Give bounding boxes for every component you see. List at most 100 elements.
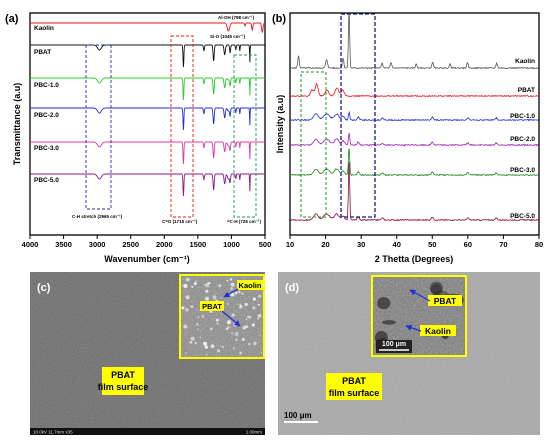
a-xtick-label: 3500	[55, 240, 72, 249]
b-xtick-label: 10	[286, 240, 294, 249]
kaolin-particle	[181, 284, 184, 286]
sem-d-arrow-kaolin	[405, 324, 422, 332]
a-label-pbc1: PBC-1.0	[34, 82, 59, 89]
kaolin-particle	[233, 347, 235, 350]
kaolin-particle	[229, 287, 233, 290]
kaolin-particle	[210, 327, 213, 331]
panel-b-series	[289, 11, 539, 222]
sem-c-arrow-kaolin	[223, 288, 239, 298]
panel-a-ticks: 4000 3500 3000 2500 2000 1500 1000 500	[22, 235, 271, 249]
kaolin-particle	[215, 318, 219, 322]
sem-c-footer-left: 10.0kV 11.7mm x35	[33, 430, 73, 435]
sem-d-main-scale: 100 μm	[284, 411, 312, 420]
panel-b-xlabel: 2 Thetta (Degrees)	[375, 254, 454, 264]
kaolin-particle	[205, 289, 209, 293]
kaolin-particle	[241, 292, 244, 295]
panel-a-label: (a)	[5, 13, 19, 25]
kaolin-particle	[185, 352, 187, 354]
ftir-trace-pbc30	[30, 141, 265, 165]
xrd-trace-kaolin	[289, 11, 539, 70]
ftir-trace-pbc50	[30, 173, 265, 197]
b-xtick-label: 80	[535, 240, 543, 249]
kaolin-particle	[193, 282, 197, 286]
ftir-trace-kaolin	[30, 22, 265, 34]
kaolin-particle	[185, 307, 189, 312]
kaolin-particle	[190, 305, 194, 308]
kaolin-particle	[241, 338, 245, 341]
annotation-ch-stretch: C-H stretch (2965 cm⁻¹)	[72, 214, 123, 219]
sem-d-arrow-pbat	[409, 289, 431, 302]
panel-a-ylabel: Transmittance (a.u)	[12, 83, 22, 166]
kaolin-particle	[244, 302, 248, 306]
kaolin-particle	[242, 278, 244, 280]
panel-a-series	[30, 22, 265, 197]
kaolin-particle	[226, 320, 231, 325]
kaolin-particle	[252, 306, 256, 310]
kaolin-particle	[203, 341, 207, 346]
b-xtick-label: 60	[464, 240, 472, 249]
xrd-green-box	[300, 71, 327, 218]
a-label-pbc3: PBC-3.0	[34, 145, 59, 152]
kaolin-particle	[245, 325, 248, 328]
b-label-pbat: PBAT	[518, 87, 535, 94]
kaolin-particle	[220, 297, 222, 299]
kaolin-particle	[231, 332, 234, 335]
kaolin-particle	[216, 322, 219, 325]
a-label-pbat: PBAT	[34, 49, 51, 56]
b-label-pbc2: PBC-2.0	[510, 136, 535, 143]
xrd-trace-pbc20	[289, 133, 539, 147]
a-xtick-label: 1000	[223, 240, 240, 249]
kaolin-agglomerate	[377, 297, 391, 310]
kaolin-agglomerate	[430, 283, 442, 296]
kaolin-particle	[239, 303, 241, 305]
panel-b-ticks: 10 20 30 40 50 60 70 80	[286, 235, 543, 249]
panel-d: (d) PBAT film surface 100 μm PBAT Kaolin…	[278, 272, 540, 435]
kaolin-particle	[229, 278, 233, 281]
sem-d-main-label-bg	[326, 373, 382, 400]
panel-b-ylabel: Intensity (a.u)	[275, 95, 285, 154]
kaolin-particle	[227, 325, 230, 329]
panel-b: (b) 10 20 30 40 50 60 70 80 2 Thetta (Degrees) …	[272, 11, 543, 264]
panel-b-frame	[289, 12, 540, 236]
annotation-co: C=O (1715 cm⁻¹)	[162, 219, 198, 224]
kaolin-particle	[251, 323, 255, 327]
xrd-blue-box	[340, 13, 376, 218]
sem-d-main-label-2: film surface	[329, 388, 380, 398]
kaolin-particle	[239, 304, 242, 308]
xrd-trace-pbc50	[289, 162, 539, 222]
kaolin-particle	[242, 325, 247, 330]
kaolin-particle	[239, 351, 243, 355]
b-xtick-label: 40	[393, 240, 401, 249]
kaolin-particle	[181, 306, 185, 310]
kaolin-particle	[257, 317, 260, 320]
sem-c-inset-kaolin-bg	[237, 280, 263, 290]
kaolin-particle	[234, 291, 238, 295]
sem-c-inset-particles	[181, 277, 264, 356]
sem-c-inset-pbat: PBAT	[202, 302, 222, 311]
sem-c-inset-kaolin: Kaolin	[239, 281, 262, 290]
a-xtick-label: 3000	[89, 240, 106, 249]
sem-c-main-label-1: PBAT	[111, 370, 135, 380]
a-xtick-label: 2000	[156, 240, 173, 249]
kaolin-particle	[199, 336, 202, 339]
a-xtick-label: 1500	[190, 240, 207, 249]
b-label-pbc1: PBC-1.0	[510, 113, 535, 120]
kaolin-particle	[182, 278, 184, 280]
kaolin-particle	[183, 284, 188, 288]
kaolin-particle	[191, 285, 194, 288]
ch726-box	[233, 54, 257, 218]
b-xtick-label: 20	[321, 240, 329, 249]
sem-d-inset-pbat-bg	[428, 295, 462, 306]
sem-d-inset-pbat: PBAT	[434, 296, 457, 306]
kaolin-particle	[248, 342, 251, 346]
a-label-pbc2: PBC-2.0	[34, 112, 59, 119]
co-box	[170, 35, 194, 218]
kaolin-particle	[247, 315, 250, 318]
b-xtick-label: 70	[499, 240, 507, 249]
sem-c-footer-right: 1.00mm	[246, 430, 263, 435]
kaolin-particle	[231, 313, 235, 317]
kaolin-particle	[205, 296, 209, 301]
annotation-aloh: Al-OH (798 cm⁻¹)	[218, 15, 255, 20]
kaolin-particle	[208, 281, 211, 285]
